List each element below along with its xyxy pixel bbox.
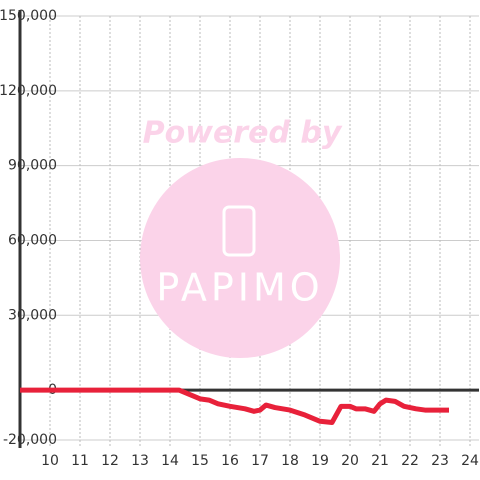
watermark-logo: PAPIMO: [156, 266, 323, 310]
x-tick-label: 14: [161, 453, 179, 469]
x-tick-label: 17: [251, 453, 269, 469]
y-tick-label: 60,000: [8, 232, 57, 248]
x-tick-label: 16: [221, 453, 239, 469]
y-tick-label: 30,000: [8, 307, 57, 323]
watermark-text: Powered by: [143, 116, 343, 151]
x-tick-label: 23: [431, 453, 449, 469]
x-tick-label: 24: [461, 453, 479, 469]
x-tick-label: 19: [311, 453, 329, 469]
x-tick-label: 11: [71, 453, 89, 469]
x-tick-label: 10: [41, 453, 59, 469]
x-tick-label: 18: [281, 453, 299, 469]
x-tick-label: 21: [371, 453, 389, 469]
series-line: [20, 387, 449, 426]
x-tick-label: 20: [341, 453, 359, 469]
x-tick-label: 22: [401, 453, 419, 469]
watermark-circle: [140, 158, 340, 358]
watermark-icon: [222, 205, 256, 257]
x-tick-label: 15: [191, 453, 209, 469]
y-tick-label: 150,000: [0, 8, 57, 24]
y-tick-label: -20,000: [3, 432, 57, 448]
y-tick-label: 90,000: [8, 158, 57, 174]
x-tick-label: 13: [131, 453, 149, 469]
y-tick-label: 120,000: [0, 83, 57, 99]
x-tick-label: 12: [101, 453, 119, 469]
